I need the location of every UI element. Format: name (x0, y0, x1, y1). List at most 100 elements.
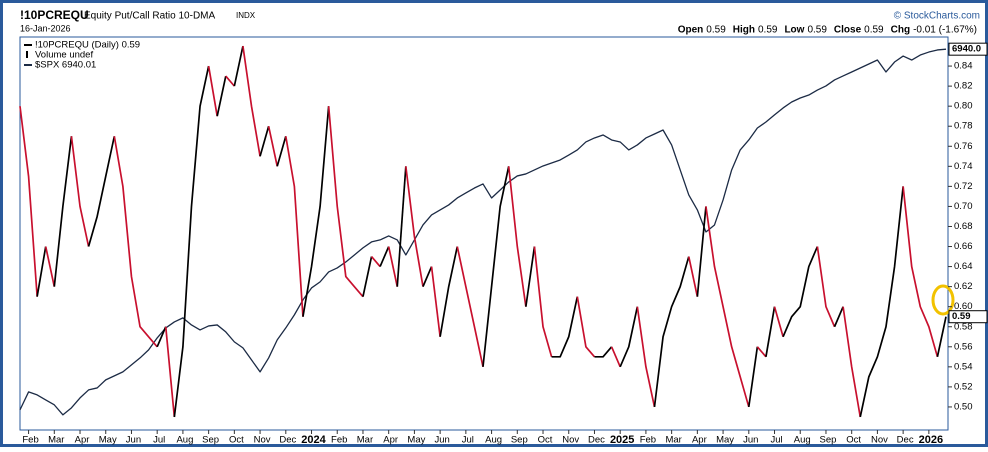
x-tick-label: Dec (279, 435, 296, 446)
x-tick-label: Feb (22, 435, 38, 446)
series-line (70, 136, 90, 247)
x-tick-label: 2025 (610, 434, 634, 446)
series-line (87, 136, 116, 247)
x-tick-label: Sep (511, 435, 528, 446)
last-value-label: 6940.0 (952, 44, 981, 55)
series-line (36, 246, 47, 297)
y-tick-label: 0.76 (954, 141, 973, 152)
x-tick-label: Nov (562, 435, 579, 446)
series-line (687, 256, 699, 297)
x-tick-label: Apr (692, 435, 707, 446)
series-line (19, 106, 38, 297)
x-tick-label: Aug (485, 435, 502, 446)
last-value-box (948, 42, 988, 56)
series-line (242, 45, 261, 157)
y-tick-label: 0.74 (954, 161, 973, 172)
series-line (782, 246, 819, 338)
y-tick-label: 0.54 (954, 361, 973, 372)
series-line (362, 256, 373, 297)
series-line (44, 246, 56, 287)
plot-area (19, 36, 949, 431)
series-line (551, 296, 579, 358)
series-line (859, 186, 904, 418)
x-tick-label: Mar (357, 435, 373, 446)
series-line (610, 346, 621, 368)
series-line (482, 166, 510, 367)
series-line (216, 75, 227, 117)
x-tick-label: 2024 (301, 434, 326, 446)
series-line (267, 126, 279, 167)
y-tick-label: 0.60 (954, 301, 973, 312)
quote-value: 0.59 (758, 25, 778, 36)
series-line (379, 246, 390, 267)
quote-value: 0.59 (864, 25, 884, 36)
series-line (773, 306, 784, 337)
series-line (207, 65, 219, 117)
series-line (113, 136, 158, 348)
x-tick-label: May (716, 435, 734, 446)
x-tick-label: Apr (75, 435, 90, 446)
series-line (387, 246, 399, 287)
x-tick-label: Feb (331, 435, 347, 446)
x-tick-label: Jun (743, 435, 758, 446)
series-line (936, 316, 947, 357)
quote-value: 0.59 (807, 25, 827, 36)
quote-label: High (733, 25, 755, 36)
y-tick-label: 0.84 (954, 61, 973, 72)
quote-label: Close (834, 25, 862, 36)
series-line (164, 326, 176, 418)
series-line (430, 266, 441, 337)
y-tick-label: 0.70 (954, 201, 973, 212)
y-tick-label: 0.56 (954, 341, 973, 352)
y-tick-label: 0.66 (954, 241, 973, 252)
series-line (576, 296, 596, 358)
x-tick-label: Oct (846, 435, 861, 446)
series-line (833, 306, 844, 328)
chart-title: Equity Put/Call Ratio 10-DMA (84, 11, 215, 22)
series-line (404, 166, 424, 287)
series-line (173, 65, 210, 418)
quote-label: Open (678, 25, 704, 36)
series-line (225, 75, 235, 87)
x-tick-label: Aug (176, 435, 193, 446)
quote-label: Low (784, 25, 804, 36)
series-line (233, 45, 244, 87)
x-tick-label: Jul (770, 435, 782, 446)
series-line (842, 306, 862, 418)
legend-label: Volume undef (35, 50, 93, 61)
series-line (525, 246, 536, 307)
x-tick-label: Mar (48, 435, 64, 446)
x-tick-label: Nov (871, 435, 888, 446)
series-line (422, 266, 433, 287)
y-tick-label: 0.64 (954, 261, 973, 272)
series-line (276, 136, 287, 167)
last-value-box (948, 310, 988, 324)
x-tick-label: Sep (202, 435, 219, 446)
series-line (156, 326, 167, 348)
y-tick-label: 0.68 (954, 221, 973, 232)
quote-value: -0.01 (-1.67%) (913, 25, 977, 36)
series-line (327, 106, 364, 298)
x-tick-label: Sep (820, 435, 837, 446)
series-line (439, 246, 459, 337)
series-line (619, 306, 639, 368)
x-tick-label: Aug (794, 435, 811, 446)
x-tick-label: Jul (153, 435, 165, 446)
x-tick-label: Jun (434, 435, 449, 446)
series-line (636, 306, 656, 408)
series-line (533, 246, 553, 358)
x-tick-label: Jun (126, 435, 141, 446)
quote-value: 0.59 (706, 25, 726, 36)
x-tick-label: Jul (462, 435, 474, 446)
series-line (594, 346, 613, 358)
x-tick-label: Nov (254, 435, 271, 446)
x-tick-label: Oct (229, 435, 244, 446)
series-line (765, 306, 776, 357)
series-line (259, 125, 270, 157)
series-line (284, 136, 304, 317)
legend-swatch (26, 51, 28, 58)
y-tick-label: 0.52 (954, 381, 973, 392)
y-tick-label: 0.58 (954, 321, 973, 332)
series-line (705, 206, 750, 408)
